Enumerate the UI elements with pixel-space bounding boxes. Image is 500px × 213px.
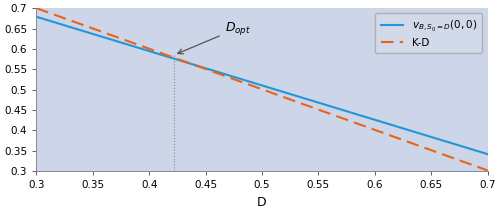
$v_{B,S_0=D}(0,0)$: [442, 140, 448, 142]
$K\text{-}D$: [414, 144, 420, 146]
$v_{B,S_0=D}(0,0)$: [484, 153, 490, 155]
$v_{B,S_0=D}(0,0)$: [302, 97, 308, 100]
Text: $D_{opt}$: $D_{opt}$: [178, 20, 251, 54]
$K\text{-}D$: [300, 103, 306, 105]
$K\text{-}D$: [302, 104, 308, 106]
Line: $v_{B,S_0=D}(0,0)$: $v_{B,S_0=D}(0,0)$: [36, 17, 488, 154]
$v_{B,S_0=D}(0,0)$: [300, 97, 306, 99]
$K\text{-}D$: [35, 7, 41, 10]
$K\text{-}D$: [484, 169, 490, 172]
$K\text{-}D$: [442, 154, 448, 157]
$v_{B,S_0=D}(0,0)$: [414, 131, 420, 134]
Line: $K\text{-}D$: $K\text{-}D$: [36, 8, 488, 170]
$v_{B,S_0=D}(0,0)$: [310, 99, 316, 102]
X-axis label: D: D: [257, 196, 267, 209]
Legend: $v_{B,S_0=D}(0,0)$, K-D: $v_{B,S_0=D}(0,0)$, K-D: [376, 13, 482, 53]
$v_{B,S_0=D}(0,0)$: [35, 16, 41, 19]
$K\text{-}D$: [310, 106, 316, 109]
$K\text{-}D$: [34, 7, 40, 9]
$v_{B,S_0=D}(0,0)$: [34, 16, 40, 18]
